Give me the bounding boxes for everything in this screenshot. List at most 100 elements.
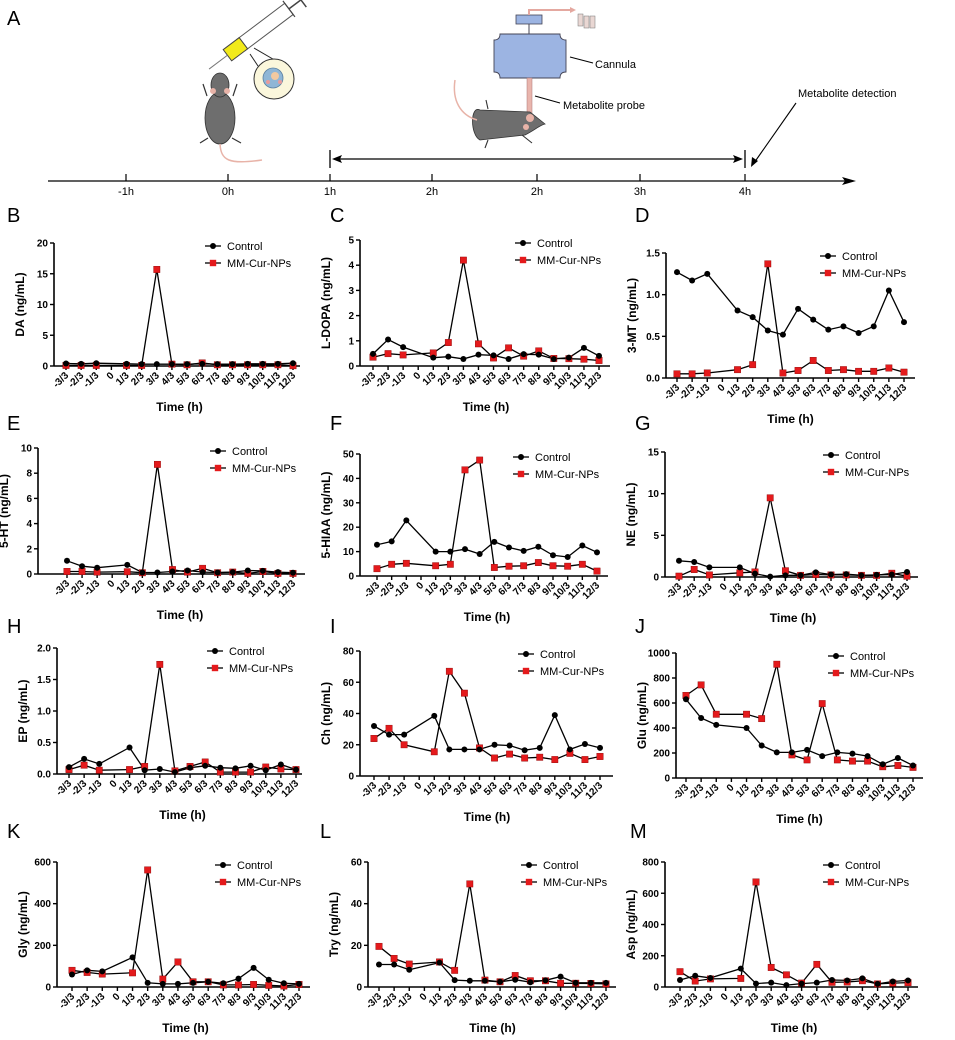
point-mm-cur-nps (444, 339, 452, 346)
point-control (153, 361, 160, 368)
point-control (406, 966, 413, 973)
point-mm-cur-nps (564, 562, 572, 570)
point-control (460, 355, 467, 362)
y-tick-label: 0 (45, 983, 51, 994)
point-control (277, 761, 284, 768)
point-control (290, 360, 296, 367)
legend-label-mm-cur-nps: MM-Cur-NPs (543, 877, 608, 889)
legend-label-mm-cur-nps: MM-Cur-NPs (845, 877, 910, 889)
zoom-line (249, 53, 259, 67)
point-mm-cur-nps (466, 880, 474, 888)
y-axis-title: DA (ng/mL) (13, 272, 27, 336)
x-tick-label: 12/3 (897, 782, 919, 804)
point-mm-cur-nps (63, 568, 71, 575)
point-control (753, 980, 759, 987)
point-control (874, 980, 881, 987)
point-control (99, 968, 106, 975)
point-control (154, 569, 161, 576)
x-tick-label: 12/3 (280, 778, 302, 800)
legend-marker-control (215, 448, 221, 454)
point-control (572, 979, 579, 986)
point-control (391, 961, 398, 968)
label-metabolite-probe: Metabolite probe (563, 100, 645, 112)
y-tick-label: 0.0 (646, 374, 660, 385)
point-control (506, 742, 513, 749)
point-control (461, 746, 468, 753)
legend-marker-control (518, 454, 524, 460)
point-control (401, 731, 408, 738)
series-line-mm-cur-nps (66, 269, 294, 367)
y-tick-label: 20 (343, 523, 355, 534)
nanoparticle-icon (253, 58, 295, 100)
legend-marker-mm-cur-nps (525, 878, 533, 886)
y-tick-label: 40 (351, 899, 363, 910)
timeline-arrowhead-icon (842, 177, 856, 185)
legend-label-mm-cur-nps: MM-Cur-NPs (237, 877, 302, 889)
point-mm-cur-nps (894, 762, 902, 769)
interval-left-arrowhead-icon (332, 155, 342, 163)
point-mm-cur-nps (153, 266, 161, 273)
x-axis-title: Time (h) (776, 812, 822, 826)
legend-marker-mm-cur-nps (517, 470, 525, 478)
legend-label-control: Control (543, 860, 578, 872)
y-tick-label: 400 (642, 920, 659, 931)
point-control (451, 977, 458, 984)
timeline-tick-label: 1h (324, 186, 336, 198)
point-control (704, 270, 711, 277)
point-control (706, 564, 713, 571)
point-mm-cur-nps (129, 969, 136, 977)
point-mm-cur-nps (749, 361, 757, 369)
y-tick-label: 0 (348, 362, 354, 373)
point-control (290, 569, 296, 576)
panel-letter-a: A (7, 8, 21, 30)
point-control (580, 344, 587, 351)
x-tick-label: -1/3 (391, 580, 411, 600)
point-control (214, 569, 221, 576)
point-mm-cur-nps (794, 367, 802, 374)
point-control (879, 761, 886, 768)
y-tick-label: 10 (21, 444, 33, 455)
point-control (462, 546, 468, 553)
point-mm-cur-nps (676, 968, 684, 976)
legend-marker-mm-cur-nps (219, 878, 227, 886)
legend-marker-mm-cur-nps (824, 269, 832, 277)
point-control (905, 977, 911, 984)
y-tick-label: 60 (343, 678, 355, 689)
point-control (497, 978, 504, 985)
point-control (566, 746, 573, 753)
point-mm-cur-nps (766, 494, 774, 502)
y-axis-title: L-DOPA (ng/mL) (319, 257, 333, 349)
point-mm-cur-nps (174, 958, 182, 966)
point-control (512, 976, 519, 983)
y-tick-label: 800 (642, 858, 659, 869)
point-control (370, 350, 376, 357)
point-control (849, 750, 856, 757)
point-mm-cur-nps (384, 350, 392, 358)
point-control (262, 767, 269, 774)
point-control (904, 569, 910, 575)
y-tick-label: 800 (653, 674, 670, 685)
point-control (385, 336, 392, 343)
point-mm-cur-nps (688, 370, 696, 378)
series-line-control (379, 961, 606, 984)
legend-label-control: Control (845, 450, 880, 462)
point-control (828, 571, 834, 578)
legend-label-control: Control (537, 238, 572, 250)
chart-panel-d: D0.00.51.01.5-3/3-2/3-1/3 01/32/33/34/35/… (625, 205, 915, 426)
point-mm-cur-nps (399, 351, 407, 359)
x-tick-label: -1/3 (81, 370, 101, 390)
point-control (597, 744, 603, 751)
legend-label-mm-cur-nps: MM-Cur-NPs (537, 255, 602, 267)
legend-marker-control (520, 240, 526, 246)
point-mm-cur-nps (460, 256, 467, 264)
point-control (813, 979, 820, 986)
point-mm-cur-nps (783, 971, 790, 979)
point-control (506, 544, 512, 551)
point-control (810, 316, 817, 323)
point-control (144, 979, 151, 986)
